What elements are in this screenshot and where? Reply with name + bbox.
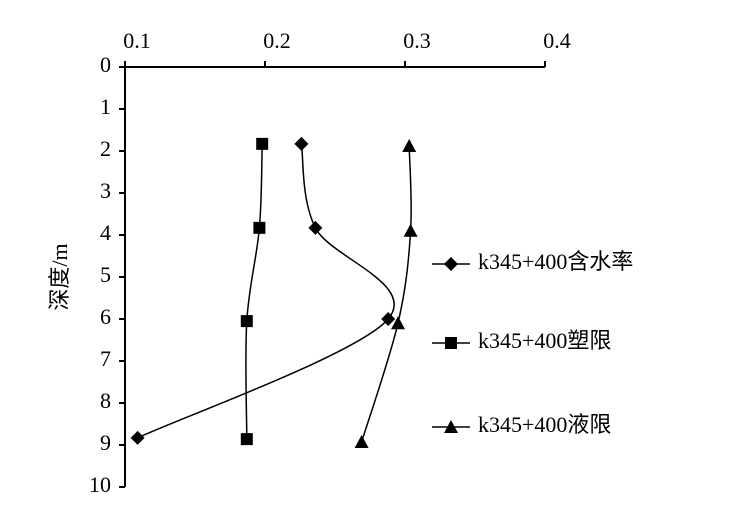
data-point (240, 315, 253, 328)
legend-marker (444, 257, 458, 271)
y-tick-label: 1 (100, 94, 111, 119)
data-point (256, 137, 269, 150)
series-line (137, 143, 395, 439)
x-tick-label: 0.4 (543, 28, 571, 53)
y-tick-label: 7 (100, 346, 111, 371)
legend-marker (444, 420, 458, 433)
data-point (240, 433, 253, 446)
series-line (245, 143, 263, 440)
data-point (402, 138, 417, 152)
data-point (308, 220, 323, 235)
data-point (294, 136, 309, 151)
data-point (253, 221, 266, 234)
y-tick-label: 5 (100, 262, 111, 287)
legend-label: k345+400液限 (478, 412, 611, 437)
y-tick-label: 8 (100, 388, 111, 413)
data-point (130, 430, 145, 445)
legend-label: k345+400含水率 (478, 249, 633, 274)
y-tick-label: 2 (100, 136, 111, 161)
x-tick-label: 0.3 (403, 28, 431, 53)
x-tick-label: 0.1 (123, 28, 151, 53)
data-point (403, 223, 418, 237)
data-point (391, 316, 405, 330)
data-point (354, 435, 369, 449)
y-tick-label: 4 (100, 220, 111, 245)
legend-label: k345+400塑限 (478, 328, 611, 353)
y-tick-label: 10 (89, 472, 111, 497)
y-tick-label: 3 (100, 178, 111, 203)
y-tick-label: 9 (100, 430, 111, 455)
y-axis-label: 深度/m (47, 243, 72, 310)
data-point (381, 312, 396, 326)
y-tick-label: 0 (100, 52, 111, 77)
legend-marker (445, 337, 457, 349)
x-tick-label: 0.2 (263, 28, 291, 53)
series-line (360, 145, 412, 443)
y-tick-label: 6 (100, 304, 111, 329)
